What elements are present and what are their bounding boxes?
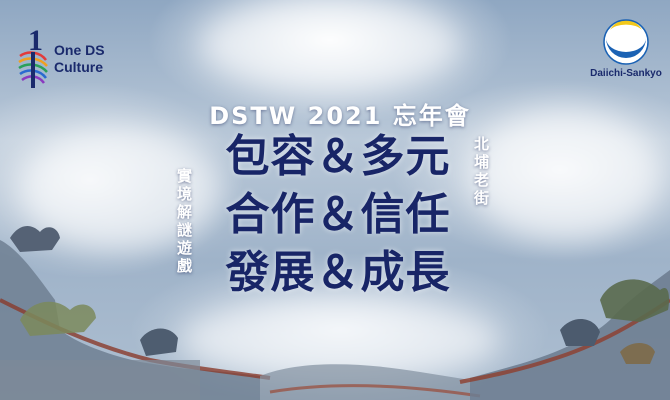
left-roof-ornament xyxy=(20,301,96,336)
location-label: 北埔老街 xyxy=(472,136,490,208)
headline-inclusion-diversity: 包容＆多元 xyxy=(225,131,451,182)
escape-game-label: 實境解謎遊戲 xyxy=(175,168,193,276)
center-roof-ridge xyxy=(269,384,481,398)
headline-development-growth: 發展＆成長 xyxy=(225,247,451,298)
daiichi-sankyo-emblem xyxy=(603,19,649,65)
right-roof-ornament xyxy=(560,318,600,346)
left-roof-ornament xyxy=(140,328,178,356)
event-title: DSTW 2021 忘年會 xyxy=(209,102,471,130)
right-roof-ornament xyxy=(600,279,670,322)
logo-line-one: One DS xyxy=(54,42,105,58)
daiichi-sankyo-logo: Daiichi-Sankyo xyxy=(588,18,664,88)
left-roof-ornament xyxy=(10,226,60,252)
one-ds-culture-emblem: 1 xyxy=(18,24,48,88)
svg-text:1: 1 xyxy=(28,24,43,57)
daiichi-sankyo-wordmark: Daiichi-Sankyo xyxy=(590,68,662,79)
cloud xyxy=(200,0,460,90)
left-roof-tiles xyxy=(0,360,200,400)
one-ds-culture-logo: 1 One DS Culture xyxy=(14,22,124,92)
center-roof-silhouette xyxy=(260,364,470,400)
headline-cooperation-trust: 合作＆信任 xyxy=(225,189,451,240)
right-roof-ornament xyxy=(620,343,655,364)
cloud xyxy=(470,110,660,240)
logo-line-two: Culture xyxy=(54,59,103,75)
